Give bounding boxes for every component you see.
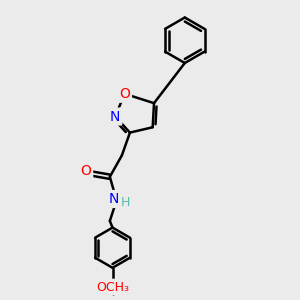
Text: H: H [120,196,130,209]
Text: OCH₃: OCH₃ [96,280,129,294]
Text: N: N [108,192,119,206]
Text: N: N [110,110,120,124]
Text: O: O [119,87,130,101]
Text: O: O [80,164,91,178]
